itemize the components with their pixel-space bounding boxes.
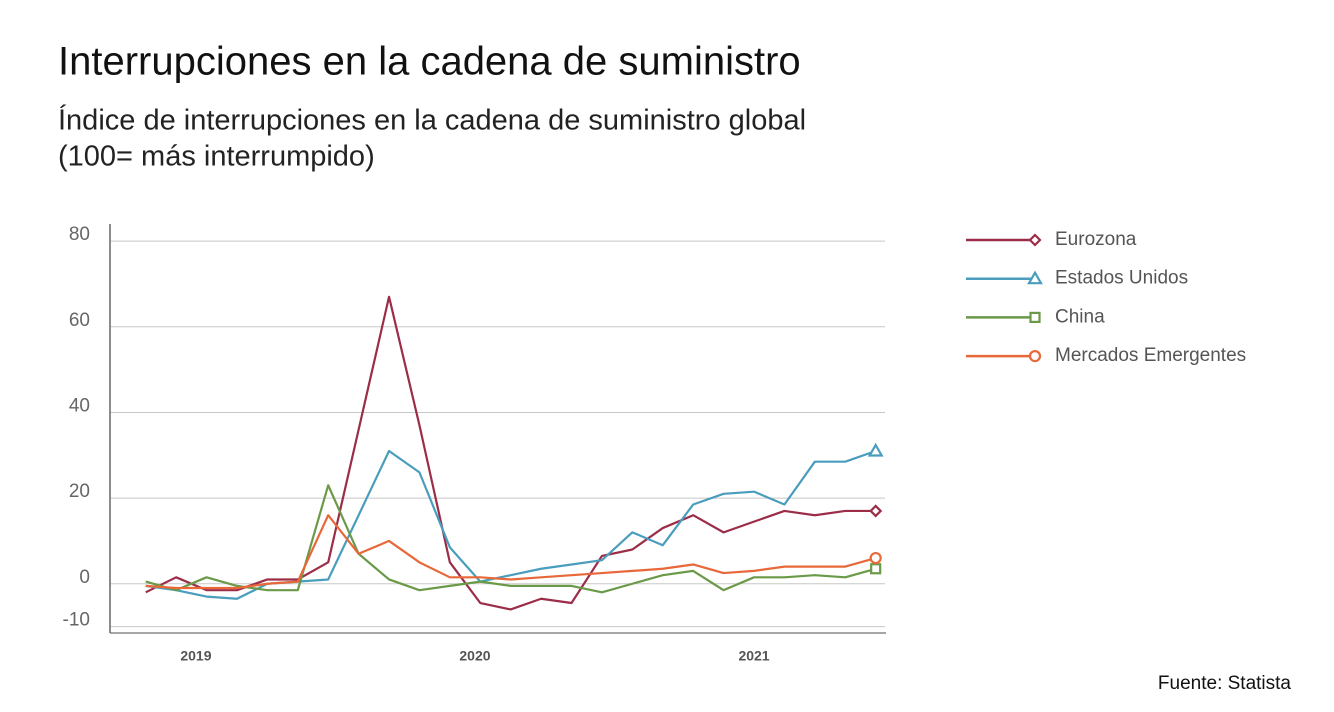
x-tick-label: 2021 bbox=[738, 648, 769, 664]
legend-marker bbox=[1029, 311, 1041, 323]
y-tick-label: 60 bbox=[69, 310, 90, 331]
legend-marker bbox=[1028, 233, 1042, 247]
y-tick-label: 20 bbox=[69, 481, 90, 502]
end-marker bbox=[869, 504, 883, 518]
legend-label: Estados Unidos bbox=[1055, 268, 1188, 289]
legend-label: China bbox=[1055, 306, 1105, 327]
end-marker bbox=[867, 442, 884, 457]
chart-subtitle: Índice de interrupciones en la cadena de… bbox=[58, 104, 806, 137]
y-tick-label: 0 bbox=[79, 567, 90, 588]
legend-label: Eurozona bbox=[1055, 229, 1137, 250]
series-line bbox=[145, 295, 876, 611]
legend-marker bbox=[1027, 270, 1043, 285]
y-tick-label: 80 bbox=[69, 224, 90, 245]
series-line bbox=[145, 484, 876, 594]
legend-label: Mercados Emergentes bbox=[1055, 345, 1246, 366]
source: Fuente: Statista bbox=[1158, 673, 1292, 694]
y-tick-label: 40 bbox=[69, 395, 90, 416]
legend-marker bbox=[1028, 350, 1042, 363]
y-tick-label: -10 bbox=[63, 610, 90, 631]
end-marker bbox=[870, 563, 882, 575]
x-tick-label: 2019 bbox=[180, 648, 211, 664]
x-tick-label: 2020 bbox=[459, 648, 490, 664]
series-line bbox=[145, 514, 876, 590]
end-marker bbox=[869, 551, 882, 565]
chart-subtitle: (100= más interrumpido) bbox=[58, 141, 375, 173]
chart-title: Interrupciones en la cadena de suministr… bbox=[58, 40, 801, 84]
